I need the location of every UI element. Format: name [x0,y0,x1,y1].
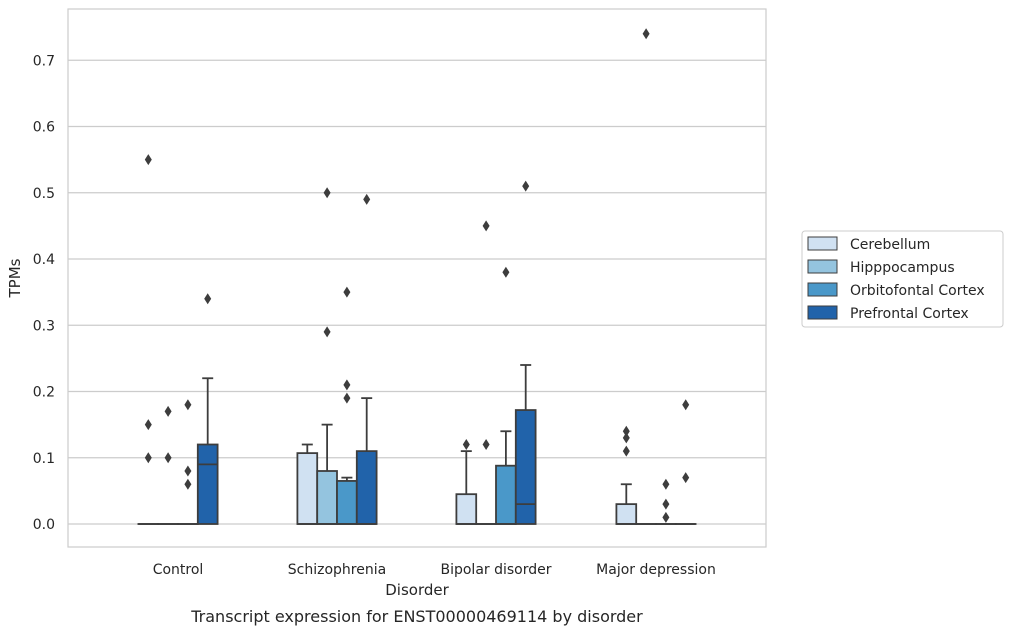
box-body [296,452,319,525]
box-prefrontal-cortex [196,377,219,525]
outlier-point [682,472,690,484]
y-tick-label: 0.7 [33,53,55,69]
legend-swatch [807,236,838,251]
outlier-point [204,293,212,305]
x-tick-labels: Control Schizophrenia Bipolar disorder Majo… [153,562,716,578]
outlier-point [343,379,351,391]
box-cerebellum [615,483,638,525]
outlier-point [462,439,470,450]
outlier-point [662,498,670,510]
legend-label: Cerebellum [850,237,930,253]
outlier-point [363,193,371,205]
y-tick-label: 0.1 [33,451,55,467]
legend-swatch [807,282,838,297]
box-body [336,480,358,525]
outlier-point [622,445,630,457]
outlier-point [622,425,630,437]
box-body [514,409,537,525]
y-tick-label: 0.4 [33,252,55,268]
box-body [495,464,517,525]
outlier-point [343,286,351,298]
outlier-point [144,419,152,431]
outlier-point [482,439,490,450]
x-axis-label: Disorder [385,581,449,599]
box-body [196,443,219,525]
outlier-point [323,187,331,199]
plot-area-frame [67,8,767,548]
box-body [316,470,338,525]
y-axis-label: TPMs [6,258,24,298]
box-prefrontal-cortex [355,397,378,525]
outlier-point [144,452,152,464]
outlier-point [522,180,530,192]
y-tick-labels: 0.0 0.1 0.2 0.3 0.4 0.5 0.6 0.7 [33,53,55,533]
outlier-point [502,266,510,278]
box-prefrontal-cortex [514,364,537,525]
outlier-point [184,399,192,411]
box-body [455,493,478,525]
chart-caption: Transcript expression for ENST0000046911… [190,607,643,626]
legend-label: Orbitofontal Cortex [850,283,985,299]
outlier-point [184,478,192,490]
x-tick-label: Schizophrenia [288,562,386,578]
outlier-point [662,478,670,490]
outlier-point [622,432,630,444]
x-tick-label: Major depression [596,562,716,578]
y-tick-label: 0.2 [33,385,55,401]
outlier-point [642,28,650,40]
legend-label: Prefrontal Cortex [850,306,969,322]
outlier-point [144,154,152,166]
x-tick-label: Bipolar disorder [440,562,551,578]
outlier-points [144,28,690,523]
legend-swatch [807,305,838,320]
outlier-point [164,452,172,464]
legend: Cerebellum Hipppocampus Orbitofontal Corte… [801,230,1004,328]
y-tick-label: 0.5 [33,186,55,202]
box-cerebellum [296,443,319,525]
y-tick-label: 0.3 [33,318,55,334]
box-body [615,503,638,525]
outlier-point [164,405,172,417]
box-series [137,364,697,525]
box-orbitofontal-cortex [336,476,358,525]
outlier-point [482,220,490,232]
outlier-point [662,511,670,523]
box-cerebellum [455,450,478,525]
outlier-point [343,392,351,404]
outlier-point [682,399,690,411]
x-tick-label: Control [153,562,204,578]
outlier-point [184,465,192,477]
outlier-point [323,326,331,338]
legend-frame [801,230,1004,328]
y-tick-label: 0.6 [33,120,55,136]
box-body [355,450,378,525]
legend-swatch [807,259,838,274]
y-tick-label: 0.0 [33,517,55,533]
legend-label: Hipppocampus [850,260,955,276]
